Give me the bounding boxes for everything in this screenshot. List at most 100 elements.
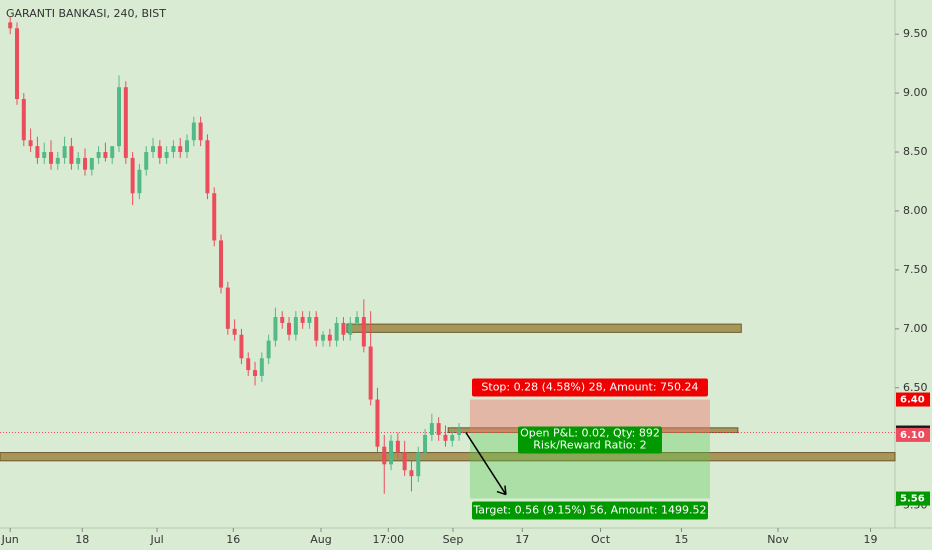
candle-body <box>232 328 237 335</box>
candle-body <box>137 169 142 194</box>
candle-body <box>280 317 285 323</box>
candle-body <box>436 423 441 435</box>
candle-body <box>361 317 366 347</box>
candle-body <box>89 157 94 170</box>
x-tick-label: 16 <box>226 533 240 546</box>
zone <box>346 323 742 333</box>
candle-body <box>334 322 339 341</box>
candle-body <box>355 317 360 323</box>
y-tick-label: 8.50 <box>903 145 928 158</box>
candle-body <box>205 140 210 194</box>
x-tick-label: Oct <box>591 533 611 546</box>
target-label: Target: 0.56 (9.15%) 56, Amount: 1499.52 <box>472 504 706 517</box>
candle-body <box>83 157 88 170</box>
candle-body <box>144 152 149 170</box>
candle-body <box>266 340 271 359</box>
candle-body <box>15 28 20 100</box>
candle-body <box>49 152 54 164</box>
candle-body <box>300 317 305 323</box>
price-tag: 5.56 <box>900 494 925 505</box>
candle-body <box>307 317 312 323</box>
candle-body <box>130 157 135 194</box>
candle-body <box>123 87 128 158</box>
y-tick-label: 7.00 <box>903 322 928 335</box>
candle-body <box>443 434 448 441</box>
candle-body <box>293 317 298 335</box>
candle-body <box>457 429 462 435</box>
candle-body <box>416 452 421 477</box>
candle-body <box>273 317 278 341</box>
price-tag: 6.40 <box>900 395 925 406</box>
candle-body <box>76 157 81 164</box>
price-tag: 6.10 <box>900 430 925 441</box>
price-tag-box <box>896 491 930 506</box>
x-tick-label: Aug <box>310 533 331 546</box>
candle-body <box>178 146 183 153</box>
candle-body <box>341 322 346 335</box>
candle-body <box>368 346 373 400</box>
candle-body <box>375 399 380 447</box>
candle-body <box>198 122 203 141</box>
candle-body <box>28 140 33 147</box>
candle-body <box>21 99 26 141</box>
candle-body <box>429 423 434 435</box>
zone <box>0 452 896 462</box>
candle-body <box>171 146 176 153</box>
x-tick-label: 15 <box>674 533 688 546</box>
candle-body <box>395 440 400 453</box>
candle-body <box>191 122 196 141</box>
candle-body <box>246 358 251 371</box>
candle-body <box>8 22 13 29</box>
candle-body <box>382 446 387 465</box>
pnl-box <box>517 426 662 454</box>
x-tick-label: 19 <box>864 533 878 546</box>
candle-body <box>225 287 230 329</box>
arrow-head <box>496 485 507 496</box>
candle-body <box>103 152 108 158</box>
x-tick-label: 17 <box>515 533 529 546</box>
candle-body <box>110 146 115 158</box>
y-tick-label: 9.50 <box>903 27 928 40</box>
candle-body <box>253 370 258 376</box>
chart-title: GARANTI BANKASI, 240, BIST <box>6 7 166 20</box>
candle-body <box>239 334 244 359</box>
candle-body <box>151 146 156 153</box>
candle-body <box>259 358 264 376</box>
x-tick-label: Nov <box>767 533 789 546</box>
price-tag-box <box>896 427 930 442</box>
y-tick-label: 7.50 <box>903 263 928 276</box>
x-tick-label: 18 <box>75 533 89 546</box>
candle-body <box>55 157 60 164</box>
candle-body <box>117 87 122 147</box>
candle-body <box>35 146 40 158</box>
stop-label-box <box>471 378 708 397</box>
candle-body <box>62 146 67 158</box>
candle-body <box>348 322 353 335</box>
candle-body <box>389 440 394 465</box>
candle-body <box>212 193 217 241</box>
candle-body <box>321 334 326 341</box>
x-tick-label: 17:00 <box>372 533 404 546</box>
y-tick-label: 8.00 <box>903 204 928 217</box>
candle-body <box>164 152 169 158</box>
candle-body <box>287 322 292 335</box>
arrow <box>465 432 507 495</box>
x-tick-label: Jun <box>1 533 19 546</box>
y-tick-label: 9.00 <box>903 86 928 99</box>
candle-body <box>423 434 428 453</box>
candle-body <box>327 334 332 341</box>
target-label-box <box>471 501 708 520</box>
candle-body <box>42 152 47 158</box>
candle-body <box>314 317 319 341</box>
candle-body <box>219 240 224 288</box>
price-tag-box <box>896 392 930 407</box>
candle-body <box>185 140 190 153</box>
stop-label: Stop: 0.28 (4.58%) 28, Amount: 750.24 <box>481 381 698 394</box>
candle-body <box>450 434 455 441</box>
candle-body <box>409 470 414 477</box>
candle-body <box>96 152 101 158</box>
candle-body <box>69 146 74 164</box>
x-tick-label: Jul <box>149 533 163 546</box>
candle-body <box>402 452 407 471</box>
